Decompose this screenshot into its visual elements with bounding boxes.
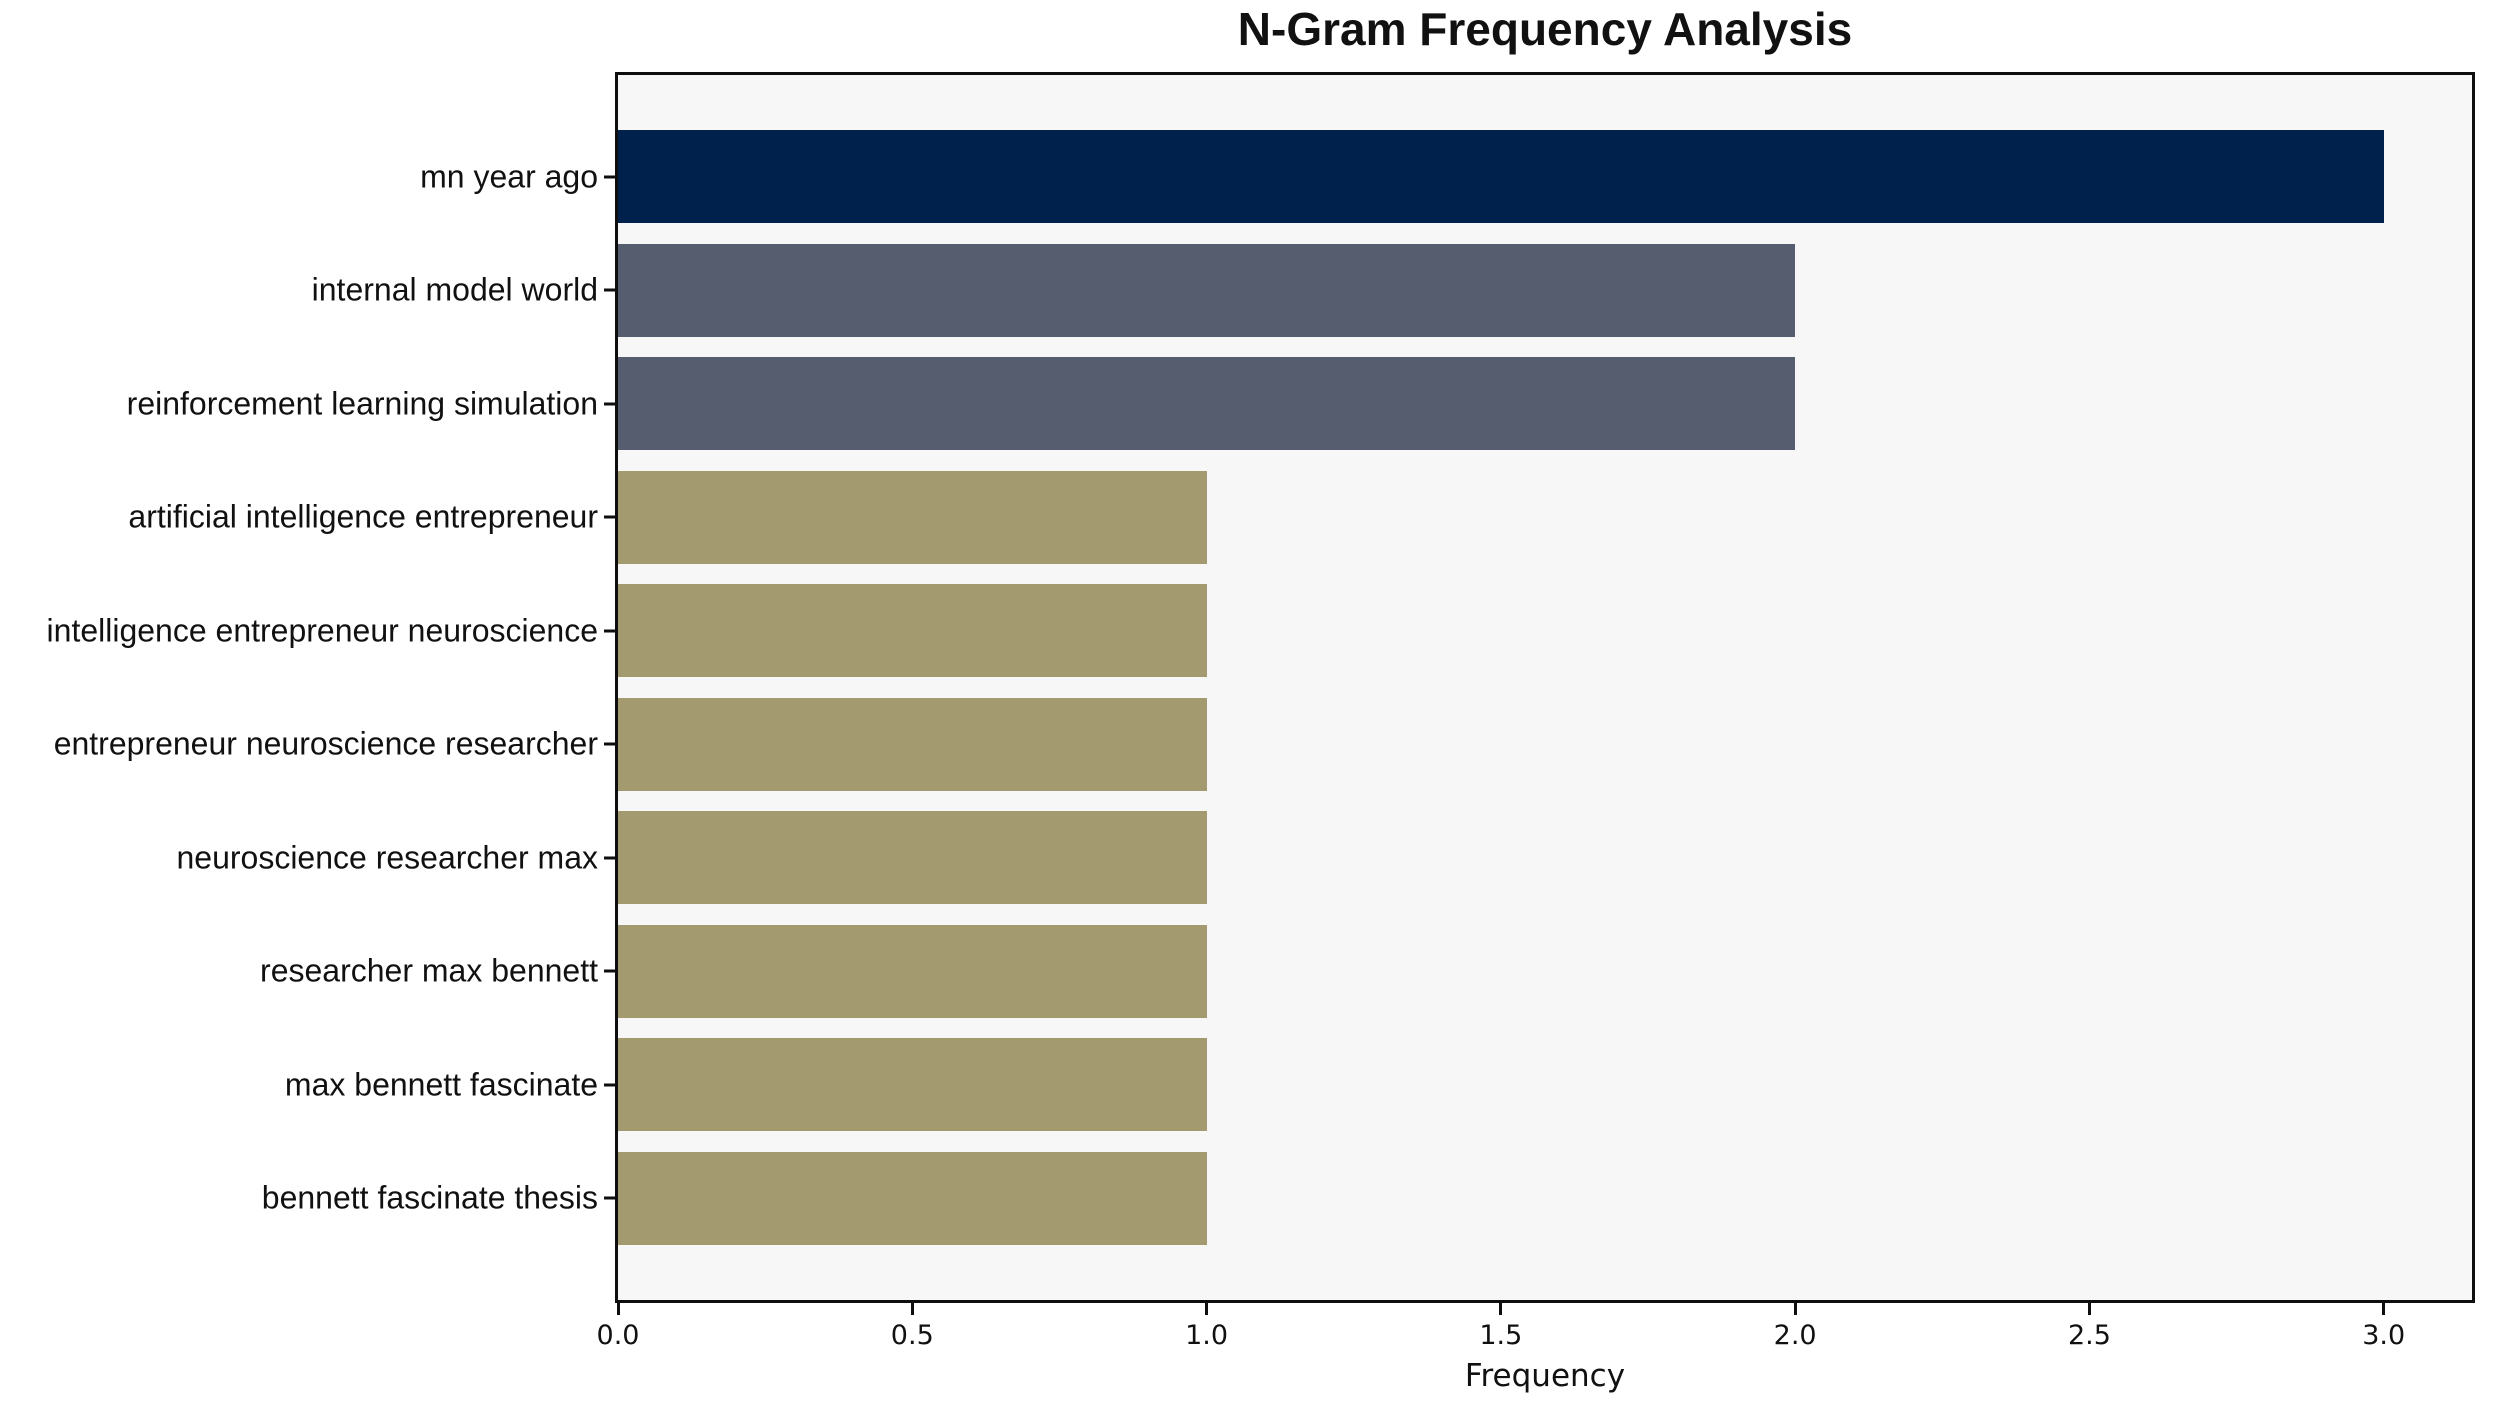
y-tick-label: reinforcement learning simulation: [126, 385, 598, 422]
y-tick-mark: [604, 856, 616, 860]
x-tick-label: 3.0: [2362, 1320, 2406, 1351]
bar: [618, 697, 1207, 791]
x-tick-mark: [910, 1303, 914, 1315]
y-tick-label: intelligence entrepreneur neuroscience: [46, 612, 598, 649]
bar-row: neuroscience researcher max: [176, 801, 2472, 915]
bar: [618, 1151, 1207, 1245]
bar: [618, 243, 1796, 337]
x-tick-label: 1.0: [1185, 1320, 1229, 1351]
y-tick-label: entrepreneur neuroscience researcher: [53, 725, 598, 762]
bar: [618, 924, 1207, 1018]
y-tick-mark: [604, 402, 616, 406]
bar-row: entrepreneur neuroscience researcher: [54, 688, 2472, 802]
bar: [618, 1038, 1207, 1132]
y-tick-mark: [604, 742, 616, 746]
bar-row: artificial intelligence entrepreneur: [128, 461, 2472, 575]
bar-row: max bennett fascinate: [285, 1028, 2472, 1142]
bar-row: mn year ago: [420, 120, 2472, 234]
x-tick-mark: [1793, 1303, 1797, 1315]
bar: [618, 130, 2384, 224]
chart-title: N-Gram Frequency Analysis: [1237, 3, 1853, 55]
y-tick-mark: [604, 629, 616, 633]
plot-area: mn year ago internal model world reinforce…: [47, 72, 2475, 1394]
x-tick-label: 2.0: [1773, 1320, 1817, 1351]
y-tick-mark: [604, 288, 616, 292]
x-tick-label: 2.5: [2067, 1320, 2111, 1351]
bar-row: intelligence entrepreneur neuroscience: [47, 574, 2472, 688]
x-axis-label: Frequency: [1464, 1358, 1626, 1394]
bar-row: reinforcement learning simulation: [127, 347, 2472, 461]
y-tick-label: researcher max bennett: [260, 952, 598, 989]
x-tick-mark: [1499, 1303, 1503, 1315]
y-tick-label: mn year ago: [420, 158, 598, 195]
x-tick-mark: [1205, 1303, 1209, 1315]
x-tick-label: 0.0: [596, 1320, 640, 1351]
bar: [618, 811, 1207, 905]
bar-row: internal model world: [312, 234, 2472, 348]
y-tick-label: bennett fascinate thesis: [261, 1179, 598, 1216]
bar-row: bennett fascinate thesis: [262, 1142, 2472, 1256]
bar: [618, 470, 1207, 564]
bar: [618, 584, 1207, 678]
y-tick-label: max bennett fascinate: [284, 1066, 598, 1103]
y-tick-mark: [604, 1083, 616, 1087]
bar-series: mn year ago internal model world reinforce…: [47, 75, 2472, 1300]
x-tick-mark: [2087, 1303, 2091, 1315]
y-tick-label: neuroscience researcher max: [176, 839, 598, 876]
x-tick-mark: [616, 1303, 620, 1315]
bar: [618, 357, 1796, 451]
bar-row: researcher max bennett: [260, 915, 2472, 1029]
y-tick-mark: [604, 1196, 616, 1200]
y-tick-mark: [604, 175, 616, 179]
x-tick-mark: [2382, 1303, 2386, 1315]
y-tick-mark: [604, 969, 616, 973]
y-tick-label: internal model world: [311, 271, 598, 308]
y-tick-mark: [604, 515, 616, 519]
x-tick-label: 1.5: [1479, 1320, 1523, 1351]
x-tick-label: 0.5: [890, 1320, 934, 1351]
y-tick-label: artificial intelligence entrepreneur: [128, 498, 598, 535]
